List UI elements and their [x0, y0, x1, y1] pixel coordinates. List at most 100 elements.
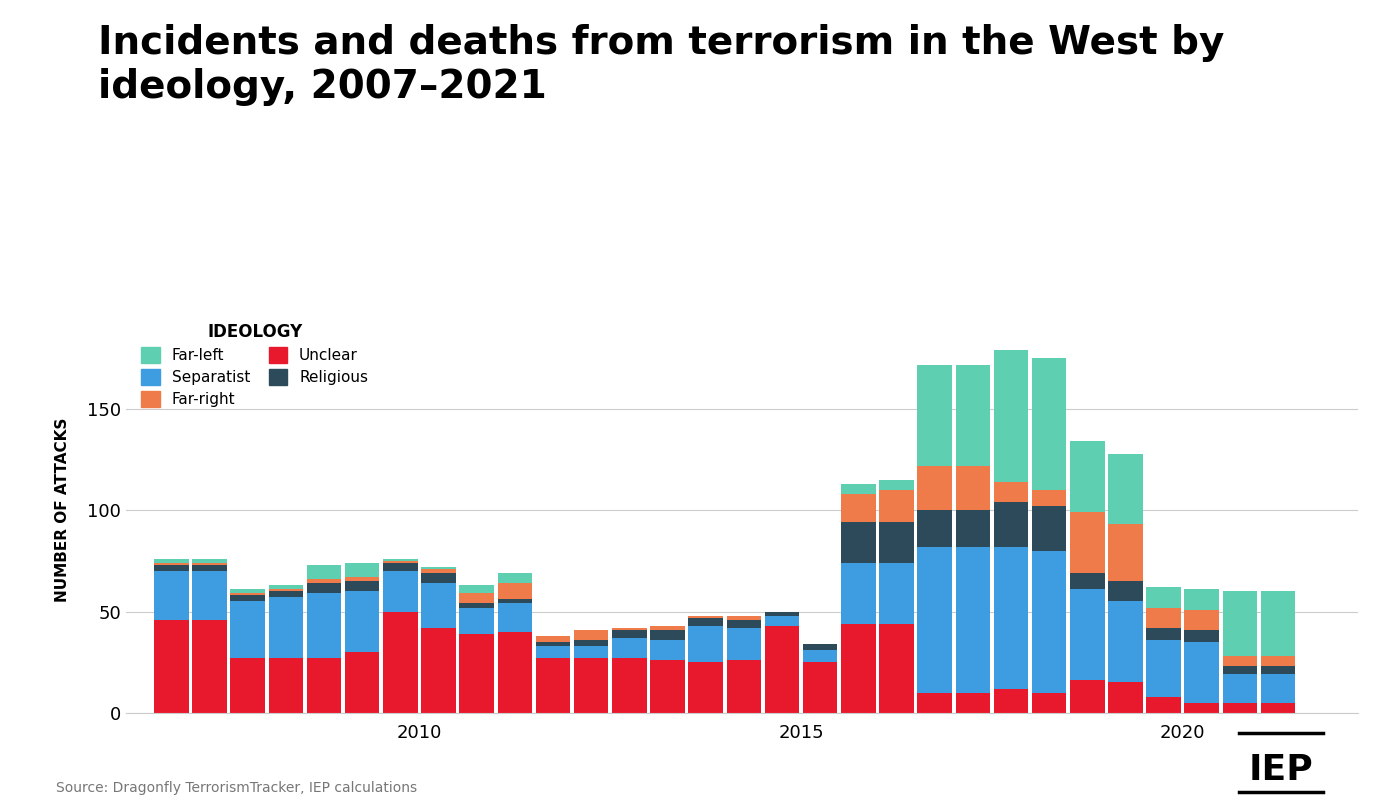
Bar	[917, 364, 952, 466]
Bar	[307, 579, 342, 583]
Bar	[1222, 666, 1257, 674]
Bar	[956, 466, 990, 510]
Bar	[497, 583, 532, 599]
Bar	[459, 633, 494, 713]
Bar	[1070, 573, 1105, 590]
Bar	[497, 599, 532, 603]
Bar	[192, 559, 227, 563]
Bar	[1032, 506, 1067, 551]
Bar	[192, 563, 227, 565]
Bar	[879, 490, 914, 522]
Bar	[344, 577, 379, 582]
Bar	[1147, 640, 1180, 697]
Bar	[192, 620, 227, 713]
Bar	[384, 559, 417, 561]
Bar	[1261, 656, 1295, 666]
Bar	[1147, 697, 1180, 713]
Bar	[154, 571, 189, 620]
Bar	[1184, 609, 1219, 630]
Bar	[1109, 682, 1142, 713]
Bar	[269, 658, 304, 713]
Bar	[1261, 674, 1295, 702]
Bar	[154, 565, 189, 571]
Bar	[384, 561, 417, 563]
Bar	[956, 510, 990, 547]
Bar	[1222, 702, 1257, 713]
Bar	[1184, 642, 1219, 702]
Bar	[917, 466, 952, 510]
Bar	[1261, 591, 1295, 656]
Bar	[536, 658, 570, 713]
Bar	[917, 547, 952, 693]
Bar	[994, 350, 1028, 482]
Bar	[231, 593, 265, 595]
Bar	[231, 595, 265, 601]
Bar	[689, 616, 722, 617]
Bar	[612, 630, 647, 638]
Bar	[344, 591, 379, 652]
Bar	[1222, 656, 1257, 666]
Bar	[307, 658, 342, 713]
Bar	[1147, 587, 1180, 608]
Bar	[612, 658, 647, 713]
Bar	[1070, 513, 1105, 573]
Bar	[1109, 601, 1142, 682]
Bar	[497, 573, 532, 583]
Bar	[879, 522, 914, 563]
Bar	[574, 630, 609, 640]
Bar	[344, 582, 379, 591]
Bar	[994, 547, 1028, 688]
Bar	[764, 625, 799, 713]
Bar	[956, 364, 990, 466]
Legend: Far-left, Separatist, Far-right, Unclear, Religious: Far-left, Separatist, Far-right, Unclear…	[133, 315, 375, 415]
Bar	[612, 628, 647, 630]
Bar	[1222, 674, 1257, 702]
Bar	[421, 567, 456, 569]
Bar	[154, 620, 189, 713]
Bar	[802, 644, 837, 650]
Bar	[536, 636, 570, 642]
Bar	[344, 652, 379, 713]
Bar	[879, 563, 914, 624]
Bar	[879, 480, 914, 490]
Bar	[1261, 702, 1295, 713]
Text: Source: Dragonfly TerrorismTracker, IEP calculations: Source: Dragonfly TerrorismTracker, IEP …	[56, 782, 417, 795]
Bar	[269, 591, 304, 598]
Bar	[841, 563, 875, 624]
Bar	[650, 660, 685, 713]
Bar	[269, 598, 304, 658]
Bar	[536, 646, 570, 658]
Bar	[956, 693, 990, 713]
Bar	[841, 624, 875, 713]
Bar	[307, 565, 342, 579]
Bar	[1184, 590, 1219, 609]
Bar	[1147, 608, 1180, 628]
Bar	[1032, 358, 1067, 490]
Bar	[727, 628, 762, 660]
Bar	[384, 612, 417, 713]
Bar	[1070, 441, 1105, 513]
Bar	[841, 484, 875, 494]
Bar	[650, 640, 685, 660]
Bar	[764, 612, 799, 616]
Bar	[421, 628, 456, 713]
Bar	[1070, 680, 1105, 713]
Bar	[192, 571, 227, 620]
Bar	[956, 547, 990, 693]
Bar	[384, 563, 417, 571]
Bar	[497, 603, 532, 632]
Bar	[994, 688, 1028, 713]
Y-axis label: NUMBER OF ATTACKS: NUMBER OF ATTACKS	[56, 418, 70, 603]
Bar	[574, 646, 609, 658]
Bar	[650, 630, 685, 640]
Bar	[1147, 628, 1180, 640]
Bar	[269, 590, 304, 591]
Bar	[574, 658, 609, 713]
Bar	[154, 563, 189, 565]
Bar	[459, 593, 494, 603]
Bar	[917, 510, 952, 547]
Bar	[802, 650, 837, 663]
Bar	[1032, 490, 1067, 506]
Bar	[1032, 551, 1067, 693]
Bar	[917, 693, 952, 713]
